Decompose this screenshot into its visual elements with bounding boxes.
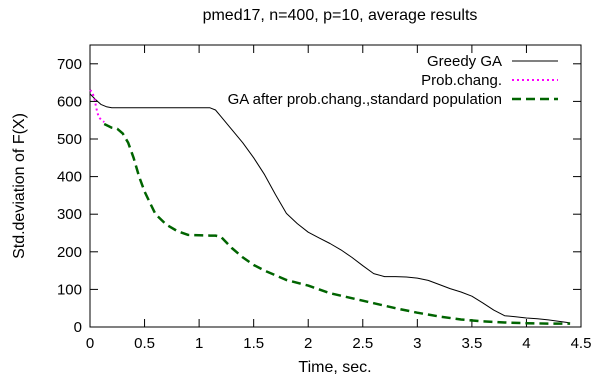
chart-title: pmed17, n=400, p=10, average results [203, 7, 478, 24]
x-tick-label: 2.5 [352, 335, 373, 352]
x-tick-label: 4.5 [571, 335, 592, 352]
y-tick-label: 700 [57, 56, 82, 73]
y-axis: 0 100 200 300 400 500 600 700 [57, 56, 581, 336]
x-tick-label: 0 [86, 335, 94, 352]
legend: Greedy GA Prob.chang. GA after prob.chang.… [228, 53, 558, 108]
series-layer [89, 89, 571, 325]
x-tick-label: 3.5 [461, 335, 482, 352]
y-tick-label: 200 [57, 244, 82, 261]
y-tick-label: 0 [74, 319, 82, 336]
x-tick-label: 0.5 [134, 335, 155, 352]
x-tick-label: 3 [413, 335, 421, 352]
legend-label-3: GA after prob.chang.,standard population [228, 91, 502, 108]
series-line-3 [103, 122, 571, 325]
plot-frame [89, 44, 582, 328]
x-axis: 0 0.5 1 1.5 2 2.5 3 3.5 4 4.5 [86, 45, 592, 352]
legend-label-2: Prob.chang. [421, 72, 502, 89]
y-tick-label: 500 [57, 131, 82, 148]
y-tick-label: 100 [57, 281, 82, 298]
y-axis-label: Std.deviation of F(X) [11, 113, 28, 259]
legend-label-1: Greedy GA [427, 53, 502, 70]
x-tick-label: 1.5 [243, 335, 264, 352]
x-tick-label: 2 [304, 335, 312, 352]
series-line-1 [89, 93, 571, 324]
x-tick-label: 4 [522, 335, 530, 352]
y-tick-label: 400 [57, 169, 82, 186]
series-line-2 [89, 89, 105, 123]
x-axis-label: Time, sec. [298, 359, 371, 376]
y-tick-label: 300 [57, 206, 82, 223]
y-tick-label: 600 [57, 93, 82, 110]
x-tick-label: 1 [195, 335, 203, 352]
